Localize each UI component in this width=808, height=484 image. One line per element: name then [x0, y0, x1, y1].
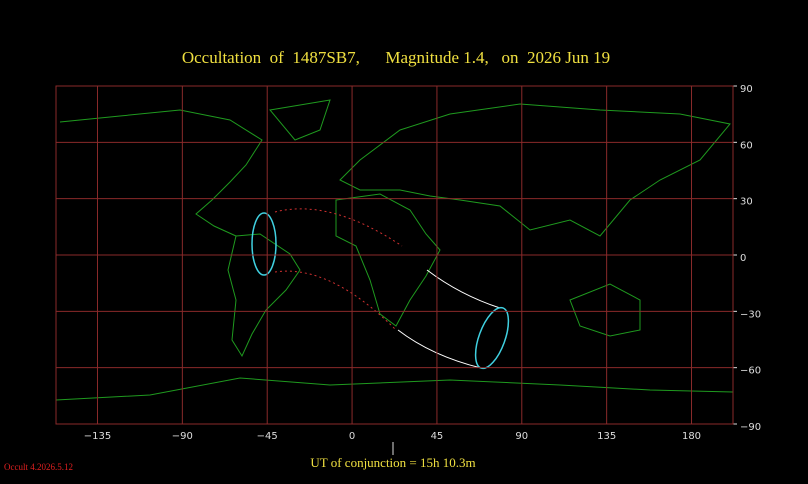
x-tick-label: 0 — [349, 431, 355, 442]
x-tick-label: 180 — [682, 431, 701, 442]
shadow-outline — [251, 212, 277, 276]
x-tick-label: −45 — [257, 431, 278, 442]
x-tick-label: 90 — [515, 431, 528, 442]
coast — [227, 233, 301, 358]
coast — [55, 377, 734, 401]
x-tick-label: 45 — [431, 431, 444, 442]
x-tick-label: −90 — [172, 431, 193, 442]
y-tick-label: 30 — [740, 197, 753, 208]
x-tick-label: 135 — [597, 431, 616, 442]
y-tick-label: −30 — [740, 309, 761, 320]
path-limit — [397, 329, 482, 369]
plot-frame — [55, 85, 734, 425]
chart-title: Occultation of 1487SB7, Magnitude 1.4, o… — [182, 48, 610, 67]
y-tick-label: 90 — [740, 84, 753, 95]
version: Occult 4.2026.5.12 — [4, 462, 73, 472]
x-tick-label: −135 — [84, 431, 111, 442]
coast — [569, 283, 641, 337]
path-limit — [274, 208, 403, 247]
caption: UT of conjunction = 15h 10.3m — [310, 455, 475, 470]
coast — [339, 103, 731, 237]
y-tick-label: −60 — [740, 366, 761, 377]
path-limit — [426, 269, 501, 309]
coast — [269, 99, 331, 141]
coast — [59, 109, 263, 237]
y-tick-label: 0 — [740, 253, 746, 264]
coast — [335, 193, 441, 327]
y-tick-label: 60 — [740, 140, 753, 151]
y-tick-label: −90 — [740, 422, 761, 433]
coastlines — [55, 99, 734, 401]
